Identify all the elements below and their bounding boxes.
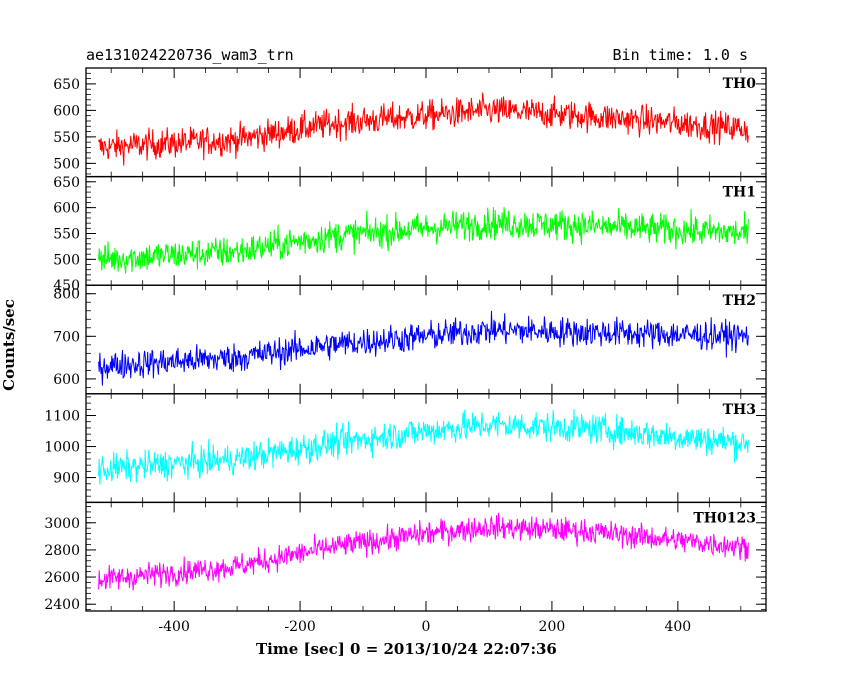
y-tick-label: 1000	[44, 440, 80, 456]
panel-frame-th0123	[85, 501, 767, 612]
series-line-th0123	[98, 512, 749, 591]
panel-label-th2: TH2	[723, 293, 756, 309]
y-tick-label: 500	[53, 252, 80, 268]
series-line-th3	[98, 409, 749, 485]
y-tick-label: 800	[53, 287, 80, 303]
x-tick-label: 200	[539, 619, 566, 635]
y-tick-label: 600	[53, 201, 80, 217]
bin-time-label: Bin time: 1.0 s	[612, 46, 748, 64]
series-line-th0	[98, 92, 749, 166]
panel-label-th3: TH3	[723, 402, 756, 418]
y-axis-label: Counts/sec	[0, 299, 18, 391]
y-tick-label: 650	[53, 175, 80, 191]
y-tick-label: 700	[53, 329, 80, 345]
panel-label-th0123: TH0123	[693, 510, 756, 526]
x-tick-label: 400	[664, 619, 691, 635]
y-tick-label: 1100	[44, 409, 80, 425]
y-tick-label: 2400	[44, 597, 80, 613]
panel-label-th1: TH1	[723, 185, 756, 201]
y-tick-label: 450	[53, 278, 80, 294]
panel-frame-th3	[85, 393, 767, 504]
x-axis-label: Time [sec] 0 = 2013/10/24 22:07:36	[256, 640, 557, 658]
series-line-th2	[98, 310, 749, 386]
y-tick-label: 3000	[44, 516, 80, 532]
y-tick-label: 2600	[44, 570, 80, 586]
y-tick-label: 550	[53, 130, 80, 146]
y-tick-label: 650	[53, 77, 80, 93]
series-line-th1	[98, 207, 749, 274]
y-tick-label: 2800	[44, 543, 80, 559]
chart-title: ae131024220736_wam3_trn	[86, 46, 294, 64]
x-tick-label: -400	[158, 619, 189, 635]
x-tick-label: -200	[284, 619, 315, 635]
y-tick-label: 550	[53, 226, 80, 242]
y-tick-label: 500	[53, 156, 80, 172]
y-tick-label: 600	[53, 372, 80, 388]
y-tick-label: 600	[53, 103, 80, 119]
y-tick-label: 900	[53, 471, 80, 487]
x-tick-label: 0	[422, 619, 431, 635]
panel-label-th0: TH0	[723, 76, 757, 92]
